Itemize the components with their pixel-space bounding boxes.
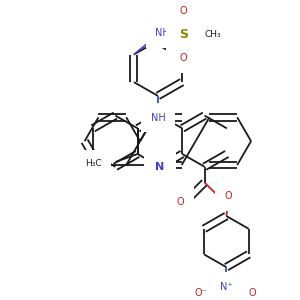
Text: O: O bbox=[248, 288, 256, 298]
Text: NH: NH bbox=[151, 112, 165, 122]
Text: CH₃: CH₃ bbox=[164, 19, 180, 28]
Text: N: N bbox=[155, 162, 165, 172]
Text: N⁺: N⁺ bbox=[220, 282, 233, 292]
Text: NH: NH bbox=[155, 28, 170, 38]
Text: O⁻: O⁻ bbox=[194, 288, 207, 298]
Text: H₃C: H₃C bbox=[85, 159, 102, 168]
Text: O: O bbox=[224, 191, 232, 201]
Text: O: O bbox=[177, 197, 184, 207]
Text: O: O bbox=[180, 6, 187, 16]
Text: O: O bbox=[156, 24, 164, 34]
Text: S: S bbox=[179, 28, 188, 41]
Text: CH₃: CH₃ bbox=[205, 30, 221, 39]
Text: O: O bbox=[180, 53, 187, 64]
